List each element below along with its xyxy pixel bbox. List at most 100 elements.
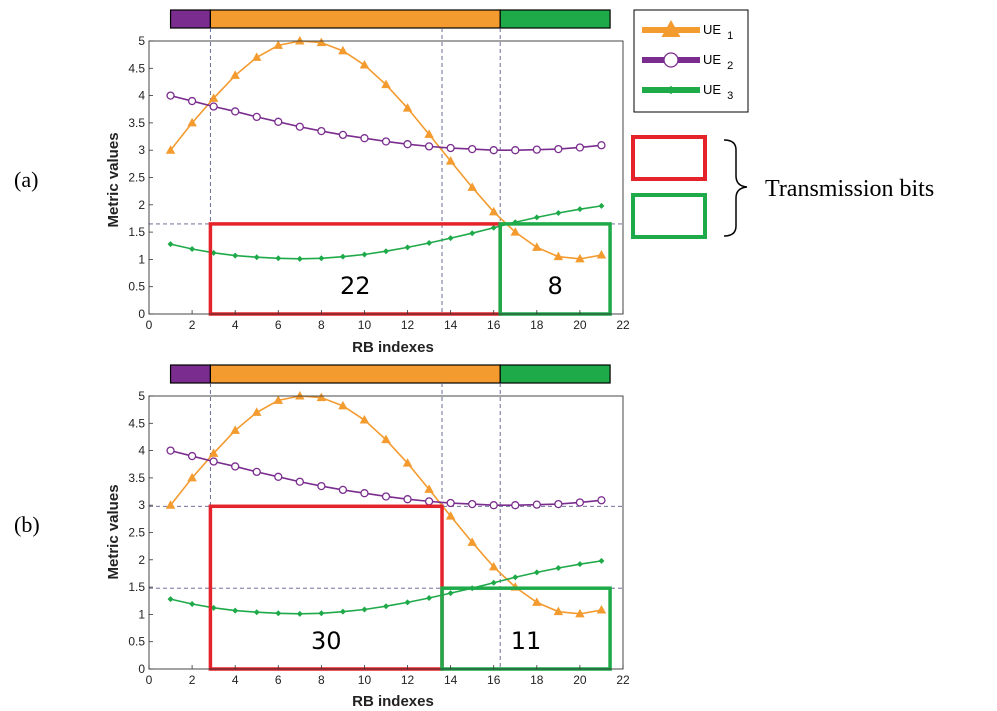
data-point-a-ue3-21 <box>598 202 605 209</box>
y-tick-label-b-3: 1 <box>138 607 145 621</box>
allocation-box-label-a-2: 8 <box>547 272 562 300</box>
y-tick-label-b-11: 5 <box>138 389 145 403</box>
legend-label-ue2-sub: 2 <box>727 60 733 72</box>
data-point-a-ue3-16 <box>490 224 497 231</box>
data-point-a-ue2-13 <box>424 142 434 151</box>
data-point-a-ue2-18 <box>532 145 541 154</box>
data-point-a-ue3-19 <box>555 209 562 216</box>
data-point-a-ue2-15 <box>468 144 477 154</box>
y-tick-label-a-9: 4 <box>138 89 145 103</box>
data-point-a-ue3-12 <box>404 244 411 251</box>
y-tick-label-a-4: 1.5 <box>128 225 145 239</box>
x-tick-label-b-6: 10 <box>358 673 372 687</box>
data-point-a-ue2-6 <box>274 117 283 126</box>
y-tick-label-b-2: 0.5 <box>128 635 145 649</box>
data-point-b-ue3-20 <box>576 561 583 568</box>
data-point-a-ue1-17 <box>510 227 521 236</box>
data-point-b-ue2-1 <box>166 446 175 455</box>
x-tick-label-b-8: 14 <box>444 673 458 687</box>
data-point-a-ue2-16 <box>489 146 498 155</box>
data-point-a-ue1-12 <box>402 103 413 112</box>
y-tick-label-a-7: 3 <box>138 143 145 157</box>
data-point-b-ue2-4 <box>231 462 240 471</box>
data-point-b-ue1-16 <box>488 561 499 571</box>
data-point-a-ue2-5 <box>252 112 261 122</box>
data-point-b-ue3-10 <box>361 606 368 613</box>
data-point-a-ue1-3 <box>208 93 219 102</box>
data-point-b-ue2-5 <box>252 467 261 477</box>
data-point-b-ue2-10 <box>360 489 369 498</box>
allocation-segment-a-3 <box>499 9 611 29</box>
data-point-b-ue2-8 <box>317 481 326 491</box>
allocation-bar-b <box>169 364 611 384</box>
x-tick-label-b-11: 20 <box>573 673 587 687</box>
x-axis-title-b: RB indexes <box>352 693 434 710</box>
y-tick-label-a-5: 2 <box>138 198 145 212</box>
x-tick-label-b-1: 0 <box>146 673 153 687</box>
data-point-b-ue3-21 <box>598 557 605 564</box>
x-tick-label-a-5: 8 <box>318 318 325 332</box>
data-point-b-ue3-1 <box>167 596 174 603</box>
y-tick-label-a-3: 1 <box>138 252 145 266</box>
annotation-red-swatch <box>631 135 707 181</box>
data-point-a-ue3-1 <box>167 241 174 248</box>
data-point-b-ue1-11 <box>381 434 391 444</box>
chart-panel-a: (a) 22 8 0 2 4 6 8 10 12 14 16 18 20 22 0 0.5 1 1.5 2 2.5 3… <box>14 9 630 356</box>
data-point-b-ue1-20 <box>575 608 585 618</box>
y-axis-title-a: Metric values <box>105 132 122 227</box>
legend-label-ue3: UE 3 <box>703 82 733 102</box>
data-point-a-ue3-18 <box>533 214 540 221</box>
data-point-b-ue2-16 <box>489 501 498 510</box>
data-point-a-ue1-6 <box>273 40 284 49</box>
data-point-b-ue3-18 <box>533 569 540 576</box>
legend-label-ue3-base: UE <box>703 82 721 97</box>
x-tick-label-a-10: 18 <box>530 318 544 332</box>
data-point-a-ue3-2 <box>189 246 196 253</box>
data-point-a-ue3-15 <box>469 230 476 237</box>
data-point-b-ue3-8 <box>318 610 325 617</box>
legend-label-ue2: UE 2 <box>703 52 733 72</box>
x-tick-label-b-12: 22 <box>616 673 630 687</box>
data-point-a-ue1-13 <box>424 129 434 138</box>
data-point-b-ue1-14 <box>445 511 456 520</box>
transmission-bits-annotation: Transmission bits <box>631 135 934 239</box>
x-tick-label-a-2: 2 <box>189 318 196 332</box>
data-point-b-ue1-5 <box>251 407 262 416</box>
data-point-b-ue3-9 <box>339 608 346 615</box>
y-axis-title-b: Metric values <box>105 484 122 579</box>
x-tick-label-a-3: 4 <box>232 318 239 332</box>
allocation-segment-a-2 <box>209 9 501 29</box>
data-point-b-ue1-10 <box>359 415 370 424</box>
data-point-a-ue3-9 <box>339 253 346 260</box>
axes-a: 0 2 4 6 8 10 12 14 16 18 20 22 0 0.5 1 1.5 2 2.5 3 3.5 4 4.5 5 <box>128 34 630 332</box>
curly-brace <box>723 139 748 237</box>
allocation-box-label-b-2: 11 <box>511 627 542 655</box>
data-point-b-ue1-7 <box>295 391 305 400</box>
data-point-a-ue2-4 <box>231 107 240 116</box>
data-point-a-ue1-8 <box>316 37 327 47</box>
y-tick-label-a-2: 0.5 <box>128 280 145 294</box>
allocation-boxes-b: 30 11 <box>208 504 612 671</box>
data-point-b-ue2-11 <box>381 492 391 501</box>
data-point-a-ue2-7 <box>295 122 304 131</box>
data-point-b-ue2-9 <box>338 485 348 495</box>
data-point-a-ue3-14 <box>447 235 454 242</box>
data-point-a-ue1-18 <box>532 242 542 251</box>
data-point-b-ue3-14 <box>447 590 454 597</box>
x-tick-label-b-9: 16 <box>487 673 501 687</box>
data-point-b-ue3-17 <box>512 574 519 581</box>
data-point-b-ue2-14 <box>446 498 455 508</box>
data-point-b-ue3-11 <box>383 603 389 610</box>
annotation-green-swatch <box>631 193 707 239</box>
data-point-a-ue2-12 <box>403 140 412 149</box>
y-tick-label-b-10: 4.5 <box>128 416 145 430</box>
data-point-a-ue1-21 <box>596 250 607 259</box>
data-point-a-ue2-3 <box>209 102 218 111</box>
data-point-a-ue2-11 <box>381 137 391 146</box>
data-point-a-ue1-5 <box>251 52 262 61</box>
data-point-b-ue1-3 <box>208 448 219 457</box>
data-point-b-ue1-4 <box>230 425 240 434</box>
data-point-b-ue1-18 <box>532 597 542 606</box>
data-point-b-ue2-20 <box>575 498 585 507</box>
data-point-a-ue3-20 <box>576 206 583 213</box>
